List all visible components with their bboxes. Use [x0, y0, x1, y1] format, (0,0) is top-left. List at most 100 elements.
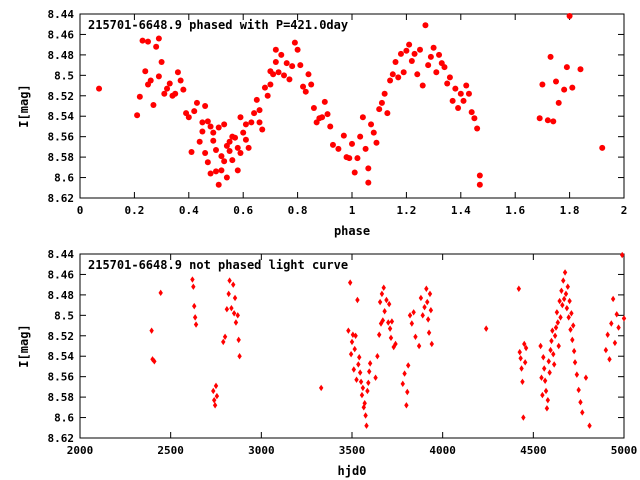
phased-data-point — [174, 69, 181, 76]
phased-data-point — [354, 155, 361, 162]
unphased-x-tick-label: 4000 — [429, 444, 456, 457]
unphased-data-point — [518, 355, 523, 362]
unphased-data-point — [213, 382, 219, 390]
unphased-data-point — [232, 294, 238, 302]
phased-data-point — [142, 68, 149, 75]
phased-data-point — [455, 105, 462, 112]
unphased-data-point — [233, 319, 239, 326]
unphased-data-point — [572, 359, 578, 366]
phased-data-point — [430, 44, 437, 51]
phased-data-point — [234, 167, 241, 174]
phased-plot-y-label: I[mag] — [17, 84, 31, 127]
phased-data-point — [272, 46, 279, 53]
phased-data-point — [210, 137, 217, 144]
unphased-data-point — [367, 360, 373, 367]
unphased-x-tick-label: 4500 — [520, 444, 547, 457]
unphased-data-point — [570, 336, 575, 344]
unphased-data-point — [553, 324, 559, 331]
phased-data-point — [321, 98, 328, 105]
phased-data-point — [335, 145, 342, 152]
phased-data-point — [193, 99, 200, 106]
phased-plot-ticks: 0 0.2 0.4 0.6 0.8 1 1.2 1.4 1.6 1.8 2 8.44 8.46 8.48 8… — [48, 8, 628, 217]
phased-data-point — [340, 132, 347, 139]
phased-x-tick-label: 1.2 — [396, 204, 416, 217]
phased-data-point — [411, 50, 418, 57]
phased-data-point — [427, 53, 434, 60]
unphased-data-point — [428, 307, 434, 314]
phased-data-point — [449, 97, 456, 104]
unphased-x-tick-label: 2500 — [157, 444, 184, 457]
unphased-data-point — [364, 422, 369, 429]
phased-data-point — [237, 114, 244, 121]
phased-plot-points — [96, 13, 606, 188]
phased-data-point — [134, 112, 141, 119]
phased-data-point — [259, 126, 266, 133]
phased-data-point — [403, 47, 410, 54]
unphased-y-tick-label: 8.5 — [54, 309, 74, 322]
unphased-data-point — [386, 319, 391, 326]
unphased-data-point — [519, 365, 524, 372]
phased-data-point — [539, 81, 546, 88]
unphased-data-point — [222, 333, 228, 340]
unphased-data-point — [516, 285, 522, 292]
phased-data-point — [566, 13, 573, 20]
phased-data-point — [392, 59, 399, 66]
phased-data-point — [474, 125, 481, 132]
phased-data-point — [550, 118, 557, 125]
phased-data-point — [147, 77, 154, 84]
phased-data-point — [465, 90, 472, 97]
unphased-data-point — [539, 374, 544, 381]
unphased-data-point — [380, 317, 386, 324]
phased-data-point — [218, 153, 225, 160]
unphased-plot-points — [149, 251, 627, 429]
unphased-data-point — [231, 310, 237, 317]
unphased-plot-ticks: 2000 2500 3000 3500 4000 4500 5000 8.44 8.46 8.48… — [48, 248, 638, 457]
phased-data-point — [202, 150, 209, 157]
phased-data-point — [536, 115, 543, 122]
unphased-data-point — [384, 296, 389, 304]
phased-x-tick-label: 1.8 — [560, 204, 580, 217]
unphased-data-point — [409, 320, 415, 327]
phased-data-point — [232, 134, 239, 141]
phased-data-point — [357, 133, 364, 140]
phased-data-point — [161, 90, 168, 97]
phased-data-point — [452, 85, 459, 92]
unphased-data-point — [365, 387, 370, 395]
phased-data-point — [226, 147, 233, 154]
unphased-data-point — [564, 304, 570, 312]
phased-data-point — [199, 128, 206, 135]
phased-data-point — [300, 83, 307, 90]
unphased-data-point — [231, 281, 236, 288]
unphased-data-point — [578, 399, 583, 406]
phased-data-point — [207, 123, 214, 130]
phased-data-point — [223, 174, 230, 181]
unphased-data-point — [404, 402, 409, 409]
phased-data-point — [234, 144, 241, 151]
phased-data-point — [289, 63, 296, 70]
phased-x-tick-label: 1.4 — [451, 204, 471, 217]
unphased-data-point — [542, 365, 547, 372]
unphased-y-tick-label: 8.56 — [48, 371, 75, 384]
phased-plot: 215701-6648.9 phased with P=421.0day pha… — [17, 8, 627, 238]
unphased-data-point — [377, 298, 383, 306]
phased-data-point — [242, 121, 249, 128]
phased-data-point — [370, 129, 377, 136]
phased-data-point — [150, 101, 157, 108]
phased-y-tick-label: 8.54 — [48, 110, 75, 123]
unphased-data-point — [551, 350, 556, 358]
phased-data-point — [555, 99, 562, 106]
unphased-data-point — [379, 290, 385, 298]
unphased-data-point — [557, 297, 562, 305]
phased-plot-frame — [79, 13, 625, 199]
unphased-data-point — [568, 326, 573, 333]
phased-y-tick-label: 8.44 — [48, 8, 75, 21]
unphased-data-point — [373, 374, 378, 381]
unphased-y-tick-label: 8.52 — [48, 330, 75, 343]
phased-data-point — [294, 46, 301, 53]
unphased-plot: 215701-6648.9 not phased light curve hjd… — [17, 248, 637, 478]
phased-data-point — [166, 80, 173, 87]
unphased-x-tick-label: 3000 — [248, 444, 275, 457]
phased-x-tick-label: 0.8 — [288, 204, 308, 217]
phased-data-point — [272, 59, 279, 66]
unphased-data-point — [348, 350, 354, 358]
